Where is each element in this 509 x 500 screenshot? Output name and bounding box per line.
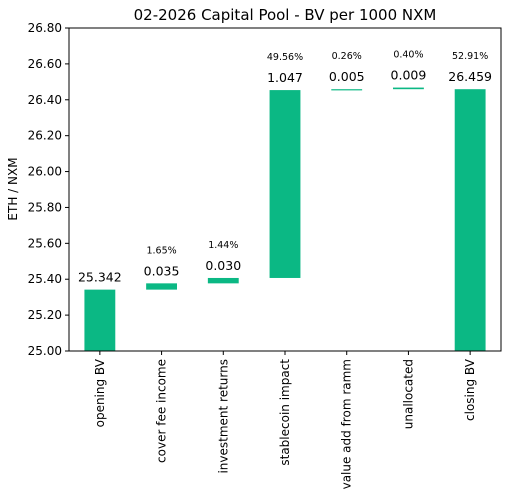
y-tick-label: 25.80 xyxy=(28,200,62,214)
y-tick-label: 25.20 xyxy=(28,308,62,322)
bars-layer xyxy=(84,87,486,351)
y-tick-label: 25.60 xyxy=(28,236,62,250)
bar xyxy=(84,289,116,351)
x-tick-label: cover fee income xyxy=(155,359,169,463)
bar xyxy=(269,90,301,278)
data-label: 0.030 xyxy=(205,258,241,273)
y-tick-label: 26.60 xyxy=(28,57,62,71)
y-axis: 25.00 25.20 25.40 25.60 25.80 26.00 26.20 26.40… xyxy=(28,21,69,358)
data-label: 26.459 xyxy=(448,69,492,84)
percent-label: 52.91% xyxy=(452,51,488,62)
x-tick-label: unallocated xyxy=(401,359,415,429)
chart-title: 02-2026 Capital Pool - BV per 1000 NXM xyxy=(134,6,437,24)
data-label: 0.005 xyxy=(329,69,365,84)
y-axis-label: ETH / NXM xyxy=(6,157,20,220)
x-tick-label: stablecoin impact xyxy=(278,359,292,466)
percent-label: 1.65% xyxy=(146,245,176,256)
data-label: 1.047 xyxy=(267,70,303,85)
y-tick-label: 25.00 xyxy=(28,344,62,358)
y-tick-label: 26.80 xyxy=(28,21,62,35)
x-tick-label: value add from ramm xyxy=(340,359,354,489)
percent-label: 0.40% xyxy=(393,50,423,61)
plot-frame xyxy=(68,27,502,352)
y-tick-label: 26.00 xyxy=(28,165,62,179)
data-label: 0.009 xyxy=(391,68,427,83)
percent-label: 0.26% xyxy=(332,51,362,62)
x-tick-label: opening BV xyxy=(93,358,107,427)
percent-label: 49.56% xyxy=(267,52,303,63)
data-label: 0.035 xyxy=(144,263,180,278)
bar xyxy=(331,89,363,91)
labels-layer: 25.342 0.035 1.65% 0.030 1.44% 1.047 49.56% 0.0… xyxy=(78,50,492,285)
x-tick-label: closing BV xyxy=(463,358,477,421)
x-tick-label: investment returns xyxy=(216,359,230,474)
percent-label: 1.44% xyxy=(208,240,238,251)
y-tick-label: 25.40 xyxy=(28,272,62,286)
bar xyxy=(146,283,177,290)
data-label: 25.342 xyxy=(78,270,122,285)
x-axis: opening BV cover fee income investment ret… xyxy=(93,351,477,489)
bar xyxy=(207,277,239,284)
y-tick-label: 26.40 xyxy=(28,93,62,107)
y-tick-label: 26.20 xyxy=(28,129,62,143)
bar xyxy=(454,89,486,351)
bar xyxy=(393,87,424,90)
